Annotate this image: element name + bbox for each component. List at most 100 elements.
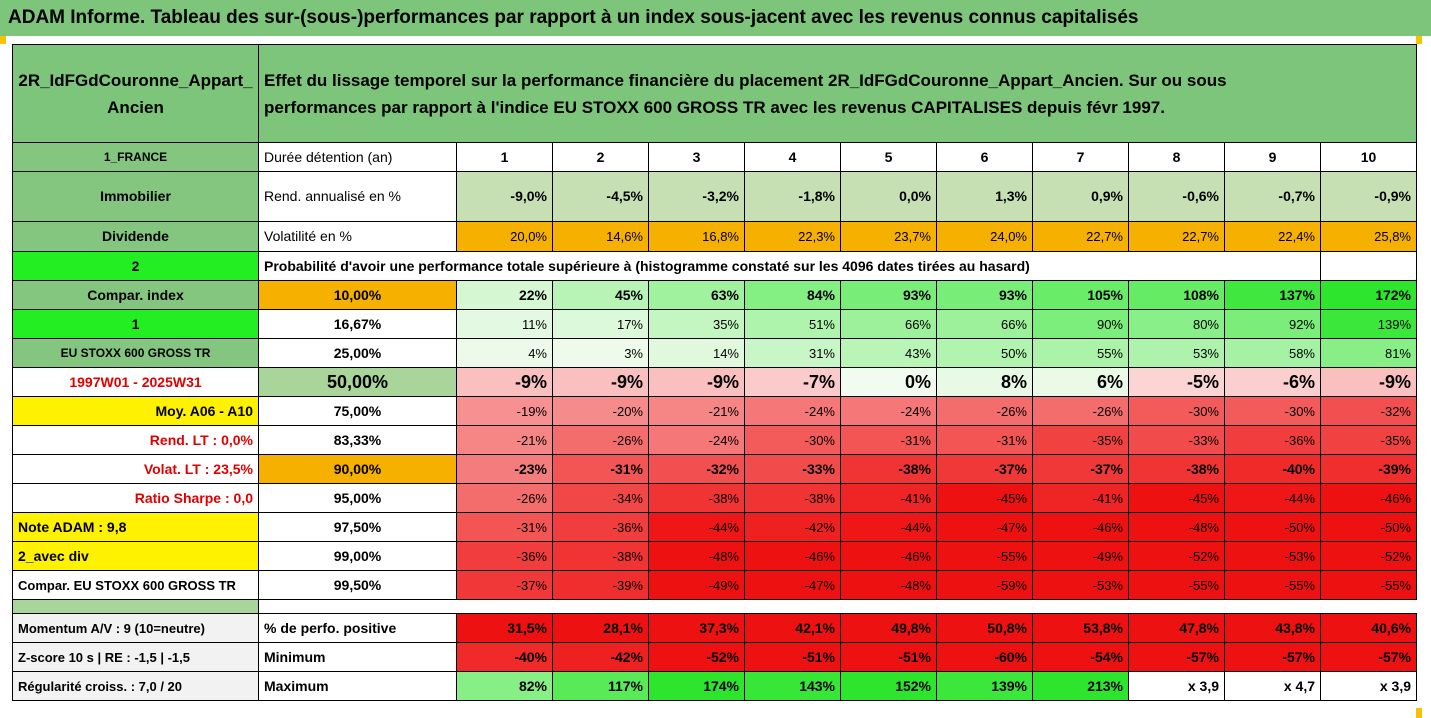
percentile-value[interactable]: -55% <box>1320 570 1417 600</box>
percentile-value[interactable]: -31% <box>840 425 937 455</box>
volatility-value[interactable]: 22,3% <box>744 221 841 252</box>
minimum-value[interactable]: -51% <box>744 642 841 672</box>
percentile-value[interactable]: -49% <box>1032 541 1129 571</box>
annual-return-value[interactable]: -1,8% <box>744 171 841 222</box>
percentile-label[interactable]: 99,00% <box>258 541 457 571</box>
category-label[interactable]: Immobilier <box>12 171 259 222</box>
probability-label[interactable]: Probabilité d'avoir une performance tota… <box>258 251 1321 281</box>
note-label[interactable]: Note ADAM : 9,8 <box>12 512 259 542</box>
percentile-value[interactable]: 63% <box>648 280 745 310</box>
percentile-value[interactable]: -30% <box>744 425 841 455</box>
empty-cell[interactable] <box>1320 599 1417 614</box>
percentile-label[interactable]: 25,00% <box>258 338 457 368</box>
percentile-value[interactable]: -47% <box>744 570 841 600</box>
positive-value[interactable]: 43,8% <box>1224 613 1321 643</box>
percentile-value[interactable]: 139% <box>1320 309 1417 339</box>
percentile-value[interactable]: -23% <box>456 454 553 484</box>
percentile-value[interactable]: -38% <box>840 454 937 484</box>
percentile-value[interactable]: 14% <box>648 338 745 368</box>
annual-return-value[interactable]: 0,0% <box>840 171 937 222</box>
maximum-value[interactable]: 139% <box>936 671 1033 701</box>
percentile-value[interactable]: -38% <box>648 483 745 513</box>
percentile-value[interactable]: -48% <box>648 541 745 571</box>
annual-return-value[interactable]: 1,3% <box>936 171 1033 222</box>
percentile-value[interactable]: 90% <box>1032 309 1129 339</box>
empty-cell[interactable] <box>1224 599 1321 614</box>
percentile-value[interactable]: 66% <box>936 309 1033 339</box>
index-name-label[interactable]: EU STOXX 600 GROSS TR <box>12 338 259 368</box>
empty-cell[interactable] <box>744 599 841 614</box>
percentile-value[interactable]: -40% <box>1224 454 1321 484</box>
positive-value[interactable]: 50,8% <box>936 613 1033 643</box>
volatility-value[interactable]: 22,4% <box>1224 221 1321 252</box>
positive-value[interactable]: 28,1% <box>552 613 649 643</box>
annual-return-value[interactable]: -9,0% <box>456 171 553 222</box>
percentile-value[interactable]: -35% <box>1320 425 1417 455</box>
percentile-value[interactable]: -39% <box>1320 454 1417 484</box>
percentile-label[interactable]: 50,00% <box>258 367 457 397</box>
percentile-value[interactable]: -46% <box>1320 483 1417 513</box>
percentile-value[interactable]: -36% <box>456 541 553 571</box>
percentile-value[interactable]: -39% <box>552 570 649 600</box>
percentile-value[interactable]: -49% <box>648 570 745 600</box>
year-header[interactable]: 8 <box>1128 142 1225 172</box>
empty-cell[interactable] <box>840 599 937 614</box>
percentile-value[interactable]: -36% <box>552 512 649 542</box>
percentile-value[interactable]: 11% <box>456 309 553 339</box>
percentile-value[interactable]: -38% <box>744 483 841 513</box>
dividend-label[interactable]: Dividende <box>12 221 259 252</box>
percentile-value[interactable]: -31% <box>552 454 649 484</box>
minimum-value[interactable]: -52% <box>648 642 745 672</box>
empty-cell[interactable] <box>936 599 1033 614</box>
maximum-label[interactable]: Maximum <box>258 671 457 701</box>
percentile-value[interactable]: 55% <box>1032 338 1129 368</box>
compar-index-label[interactable]: Compar. index <box>12 280 259 310</box>
flag-two[interactable]: 2 <box>12 251 259 281</box>
year-header[interactable]: 2 <box>552 142 649 172</box>
percentile-value[interactable]: -44% <box>648 512 745 542</box>
maximum-value[interactable]: 152% <box>840 671 937 701</box>
percentile-value[interactable]: -44% <box>1224 483 1321 513</box>
country-label[interactable]: 1_FRANCE <box>12 142 259 172</box>
percentile-value[interactable]: -21% <box>456 425 553 455</box>
year-header[interactable]: 7 <box>1032 142 1129 172</box>
percentile-value[interactable]: -53% <box>1032 570 1129 600</box>
percentile-value[interactable]: 66% <box>840 309 937 339</box>
percentile-value[interactable]: 172% <box>1320 280 1417 310</box>
percentile-value[interactable]: 50% <box>936 338 1033 368</box>
percentile-value[interactable]: -32% <box>1320 396 1417 426</box>
avec-div-label[interactable]: 2_avec div <box>12 541 259 571</box>
year-header[interactable]: 3 <box>648 142 745 172</box>
percentile-value[interactable]: -45% <box>936 483 1033 513</box>
percentile-value[interactable]: -20% <box>552 396 649 426</box>
percentile-value[interactable]: 0% <box>840 367 937 397</box>
percentile-label[interactable]: 75,00% <box>258 396 457 426</box>
annual-return-value[interactable]: -0,6% <box>1128 171 1225 222</box>
positive-value[interactable]: 49,8% <box>840 613 937 643</box>
percentile-value[interactable]: -42% <box>744 512 841 542</box>
minimum-value[interactable]: -60% <box>936 642 1033 672</box>
regularite-label[interactable]: Régularité croiss. : 7,0 / 20 <box>12 671 259 701</box>
percentile-value[interactable]: 93% <box>840 280 937 310</box>
percentile-value[interactable]: -19% <box>456 396 553 426</box>
volatility-value[interactable]: 14,6% <box>552 221 649 252</box>
percentile-value[interactable]: -31% <box>456 512 553 542</box>
percentile-value[interactable]: -41% <box>840 483 937 513</box>
empty-cell[interactable] <box>258 599 457 614</box>
empty-cell[interactable] <box>1128 599 1225 614</box>
percentile-value[interactable]: -59% <box>936 570 1033 600</box>
percentile-value[interactable]: -47% <box>936 512 1033 542</box>
percentile-value[interactable]: -53% <box>1224 541 1321 571</box>
percentile-value[interactable]: -30% <box>1128 396 1225 426</box>
empty-cell[interactable] <box>456 599 553 614</box>
percentile-label[interactable]: 90,00% <box>258 454 457 484</box>
percentile-value[interactable]: 80% <box>1128 309 1225 339</box>
percentile-value[interactable]: -35% <box>1032 425 1129 455</box>
percentile-value[interactable]: -21% <box>648 396 745 426</box>
maximum-value[interactable]: 82% <box>456 671 553 701</box>
annual-return-value[interactable]: -0,9% <box>1320 171 1417 222</box>
percentile-value[interactable]: -46% <box>1032 512 1129 542</box>
percentile-value[interactable]: 45% <box>552 280 649 310</box>
percentile-value[interactable]: -52% <box>1320 541 1417 571</box>
percentile-label[interactable]: 95,00% <box>258 483 457 513</box>
